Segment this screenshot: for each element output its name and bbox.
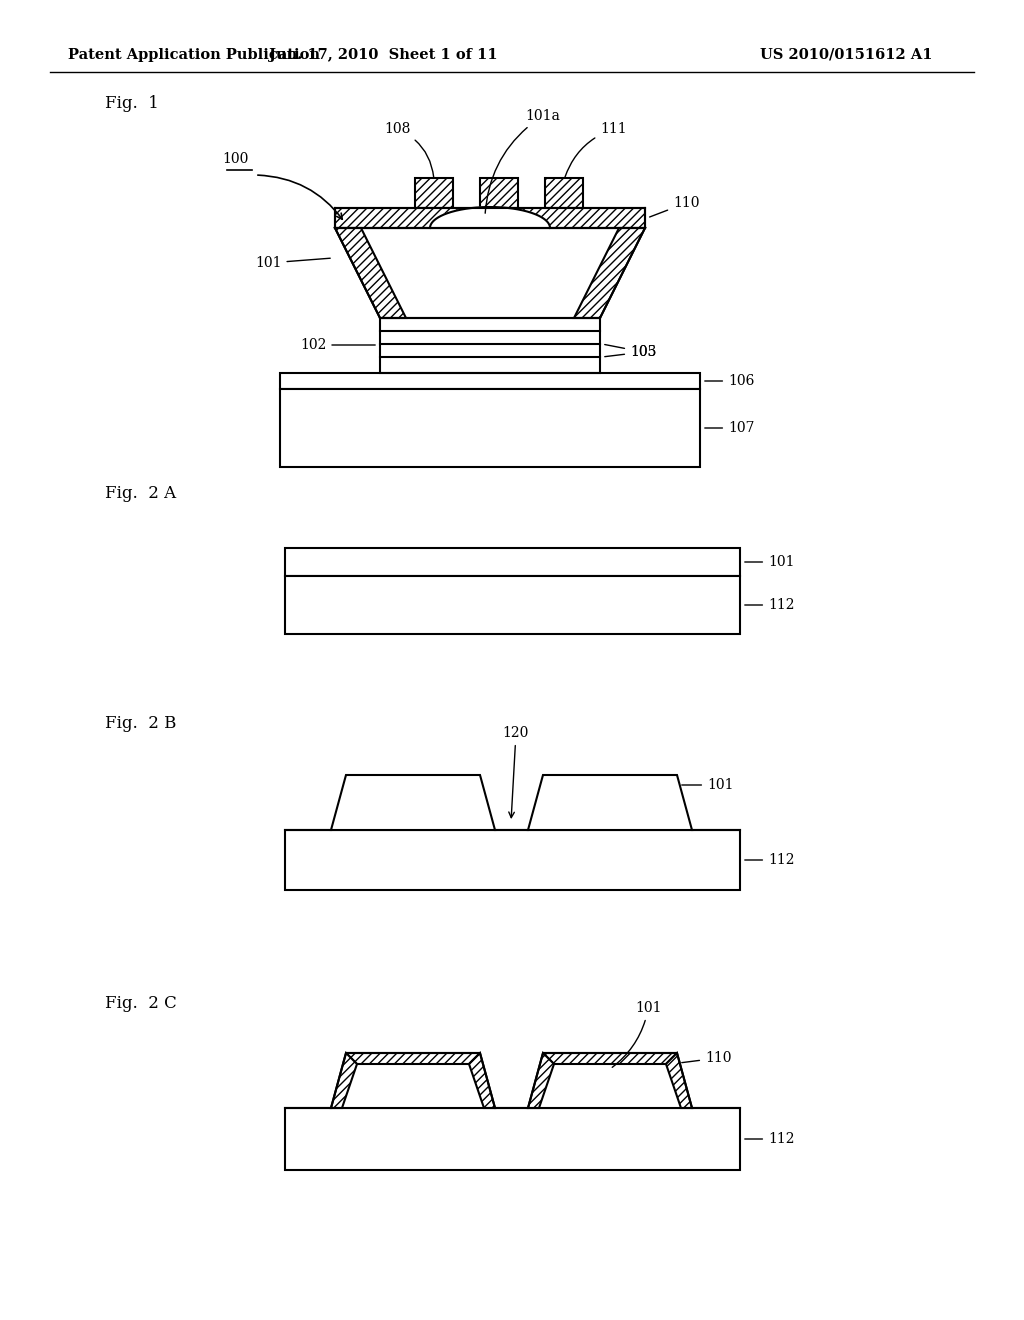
Text: 105: 105 [605, 345, 656, 359]
Polygon shape [543, 1053, 677, 1064]
Text: 101: 101 [255, 256, 330, 271]
Bar [280, 389, 700, 467]
Text: Fig.  2 A: Fig. 2 A [105, 484, 176, 502]
Polygon shape [331, 1053, 357, 1107]
Polygon shape [469, 1053, 495, 1107]
Polygon shape [528, 1053, 554, 1107]
Text: 101: 101 [744, 554, 795, 569]
Bar [285, 548, 740, 576]
Polygon shape [335, 228, 406, 318]
Polygon shape [346, 1053, 480, 1064]
Text: 108: 108 [384, 121, 434, 177]
Text: 120: 120 [503, 726, 529, 817]
Text: 102: 102 [300, 338, 375, 352]
Text: 100: 100 [222, 152, 249, 166]
Text: 106: 106 [705, 374, 755, 388]
Bar [285, 576, 740, 634]
Text: Fig.  2 C: Fig. 2 C [105, 995, 177, 1012]
Text: 112: 112 [744, 598, 795, 612]
Polygon shape [335, 209, 645, 228]
Text: 107: 107 [705, 421, 755, 436]
Text: 112: 112 [744, 1133, 795, 1146]
Polygon shape [430, 207, 550, 228]
Polygon shape [574, 228, 645, 318]
Polygon shape [539, 1053, 681, 1107]
Polygon shape [331, 775, 495, 830]
Text: Jun. 17, 2010  Sheet 1 of 11: Jun. 17, 2010 Sheet 1 of 11 [268, 48, 498, 62]
Polygon shape [666, 1053, 692, 1107]
Text: 101: 101 [682, 777, 733, 792]
Text: 101: 101 [612, 1001, 662, 1068]
Text: 110: 110 [649, 195, 699, 216]
Text: 103: 103 [605, 345, 656, 359]
Text: 110: 110 [682, 1051, 731, 1065]
Text: 112: 112 [744, 853, 795, 867]
Polygon shape [545, 178, 583, 209]
Polygon shape [480, 178, 518, 209]
Text: Patent Application Publication: Patent Application Publication [68, 48, 319, 62]
Bar [280, 374, 700, 389]
Text: 111: 111 [565, 121, 627, 177]
Polygon shape [342, 1053, 484, 1107]
Text: Fig.  2 B: Fig. 2 B [105, 715, 176, 733]
Polygon shape [415, 178, 453, 209]
Bar [285, 1107, 740, 1170]
Bar [380, 318, 600, 374]
Text: Fig.  1: Fig. 1 [105, 95, 159, 112]
Polygon shape [528, 775, 692, 830]
Text: US 2010/0151612 A1: US 2010/0151612 A1 [760, 48, 933, 62]
Bar [285, 830, 740, 890]
Text: 101a: 101a [485, 110, 560, 214]
